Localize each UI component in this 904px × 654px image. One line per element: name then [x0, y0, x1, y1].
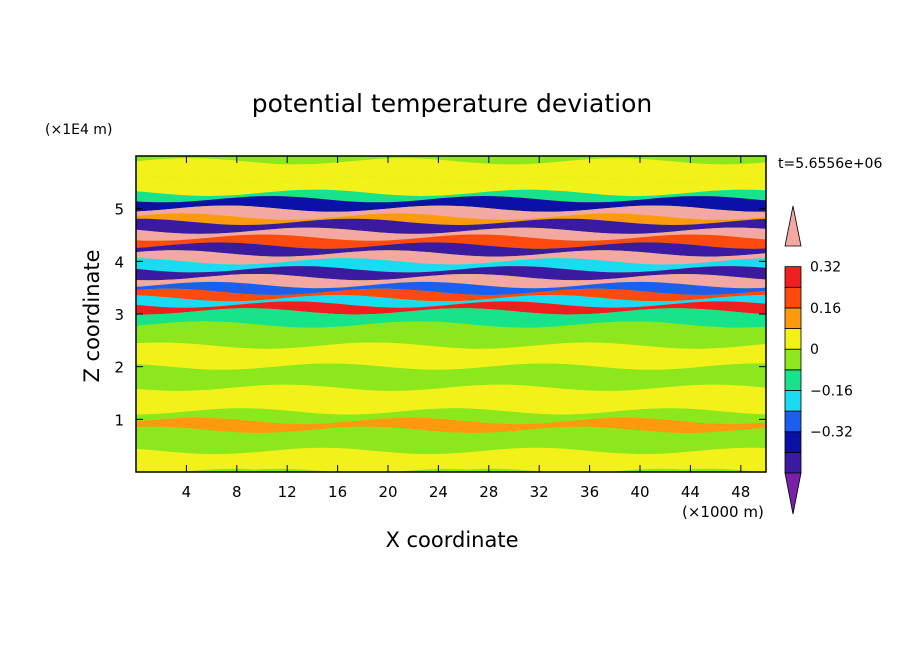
y-axis-label: Z coordinate — [80, 249, 104, 382]
x-tick-label: 32 — [530, 483, 549, 501]
colorbar-segment — [784, 431, 802, 453]
y-tick-label: 5 — [114, 201, 124, 219]
colorbar-bottom-arrow — [784, 472, 802, 515]
y-axis: 1 2 3 4 5 — [114, 201, 766, 429]
time-label: t=5.6556e+06 — [778, 156, 882, 172]
contour-band — [136, 213, 766, 225]
contour-band — [136, 196, 766, 212]
x-axis: 4 8 12 16 20 24 28 32 36 40 44 48 — [182, 156, 750, 501]
contour-band — [136, 295, 766, 308]
contour-band — [136, 176, 766, 196]
colorbar: −0.32 −0.16 0 0.16 0.32 — [784, 205, 853, 515]
x-tick-label: 12 — [278, 483, 297, 501]
x-tick-label: 36 — [580, 483, 599, 501]
contour-band — [136, 227, 766, 241]
contour-band — [136, 308, 766, 328]
contour-band — [136, 242, 766, 257]
colorbar-segment — [784, 348, 802, 371]
x-tick-label: 16 — [328, 483, 347, 501]
colorbar-segment — [784, 328, 802, 350]
contour-band — [136, 408, 766, 425]
y-tick-label: 1 — [114, 411, 124, 429]
y-tick-label: 2 — [114, 359, 124, 377]
contour-band — [136, 189, 766, 203]
contour-band — [136, 447, 766, 472]
contour-band — [136, 363, 766, 391]
contour-band — [136, 258, 766, 273]
colorbar-tick-label: 0 — [810, 342, 819, 358]
x-axis-label: X coordinate — [385, 528, 518, 552]
x-tick-label: 40 — [630, 483, 649, 501]
colorbar-segment — [784, 390, 802, 412]
colorbar-segment — [784, 451, 802, 474]
contour-band — [136, 384, 766, 415]
x-unit-label: (×1000 m) — [682, 503, 764, 521]
x-tick-label: 20 — [378, 483, 397, 501]
colorbar-tick-label: 0.16 — [810, 301, 841, 317]
x-tick-label: 48 — [731, 483, 750, 501]
colorbar-tick-label: −0.32 — [810, 425, 853, 441]
x-tick-label: 24 — [429, 483, 448, 501]
contour-band — [136, 250, 766, 265]
contour-band — [136, 281, 766, 295]
colorbar-segment — [784, 410, 802, 433]
colorbar-tick-label: 0.32 — [810, 260, 841, 276]
contour-band — [136, 321, 766, 349]
colorbar-segment — [784, 266, 802, 288]
x-tick-label: 44 — [681, 483, 700, 501]
colorbar-tick-label: −0.16 — [810, 383, 853, 399]
y-unit-label: (×1E4 m) — [45, 122, 112, 138]
colorbar-segment — [784, 369, 802, 391]
contour-field — [136, 156, 766, 472]
contour-band — [180, 468, 760, 472]
contour-band — [136, 274, 766, 289]
colorbar-segment — [784, 307, 802, 329]
contour-band — [136, 218, 766, 234]
contour-band — [136, 288, 766, 302]
contour-band — [136, 266, 766, 281]
contour-band — [136, 342, 766, 370]
y-tick-label: 4 — [114, 253, 124, 271]
contour-band — [136, 301, 766, 315]
colorbar-segment — [784, 286, 802, 309]
contour-band — [136, 426, 766, 455]
colorbar-top-arrow — [784, 205, 802, 247]
contour-band — [136, 205, 766, 220]
contour-band — [136, 417, 766, 433]
contour-band — [136, 234, 766, 249]
x-tick-label: 28 — [479, 483, 498, 501]
contour-band — [136, 158, 766, 183]
y-tick-label: 3 — [114, 306, 124, 324]
chart-title: potential temperature deviation — [252, 89, 652, 118]
x-tick-label: 8 — [232, 483, 242, 501]
x-tick-label: 4 — [182, 483, 192, 501]
